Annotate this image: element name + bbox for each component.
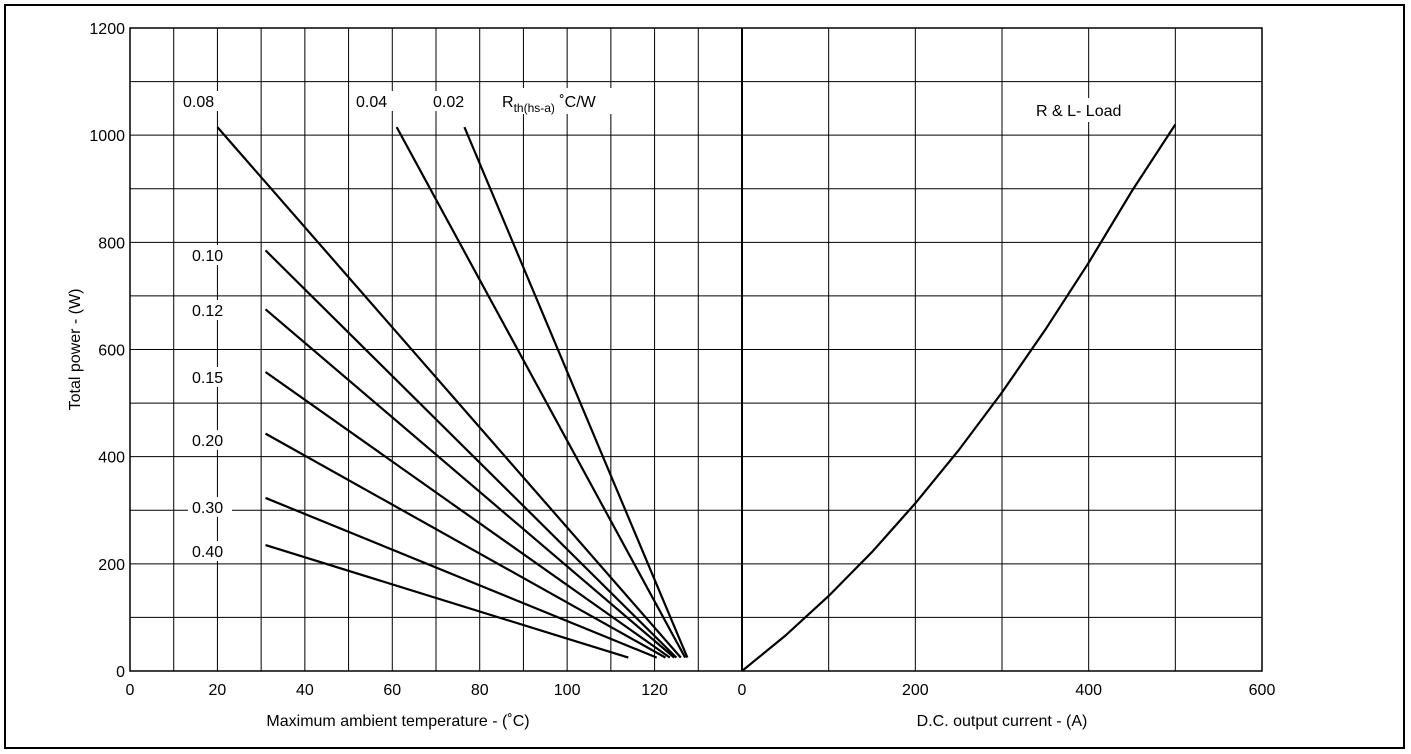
series-label-rth-0_12: 0.12 bbox=[192, 303, 223, 320]
x-tick-label-current: 0 bbox=[738, 682, 747, 699]
series-line-rth-0_08 bbox=[216, 126, 682, 659]
series-label-bg bbox=[352, 91, 396, 111]
series-label-bg bbox=[188, 300, 232, 320]
x-tick-label-temperature: 60 bbox=[383, 682, 401, 699]
series-line-rth-0_15 bbox=[264, 371, 671, 659]
x-tick-label-temperature: 80 bbox=[471, 682, 489, 699]
x-axis-label-temperature: Maximum ambient temperature - (˚C) bbox=[266, 713, 529, 730]
series-label-bg bbox=[188, 430, 232, 450]
y-tick-label: 0 bbox=[116, 664, 125, 681]
x-tick-label-temperature: 100 bbox=[554, 682, 581, 699]
series-label-rl-load: R & L- Load bbox=[1036, 103, 1121, 120]
series-line-rth-0_20 bbox=[264, 432, 667, 659]
series-label-bg bbox=[179, 91, 223, 111]
series-label-bg bbox=[429, 91, 473, 111]
legend-title-rth: Rth(hs-a) ˚C/W bbox=[502, 94, 597, 115]
x-tick-label-current: 600 bbox=[1249, 682, 1276, 699]
chart-frame bbox=[4, 4, 1405, 749]
series-label-rth-0_08: 0.08 bbox=[183, 94, 214, 111]
series-label-rth-0_10: 0.10 bbox=[192, 248, 223, 265]
y-tick-label: 400 bbox=[98, 450, 125, 467]
series-line-rth-0_04 bbox=[395, 126, 687, 659]
x-tick-label-current: 400 bbox=[1075, 682, 1102, 699]
legend-title-bg bbox=[496, 88, 636, 114]
series-line-rth-0_30 bbox=[265, 496, 658, 659]
series-label-rth-0_20: 0.20 bbox=[192, 433, 223, 450]
y-axis-label: Total power - (W) bbox=[67, 289, 84, 411]
y-tick-label: 800 bbox=[98, 235, 125, 252]
series-label-bg bbox=[1030, 98, 1158, 122]
y-tick-label: 1000 bbox=[89, 128, 125, 145]
y-tick-label: 200 bbox=[98, 557, 125, 574]
series-label-bg bbox=[188, 497, 232, 517]
series-line-rth-0_02 bbox=[463, 126, 689, 659]
x-tick-label-temperature: 0 bbox=[126, 682, 135, 699]
x-tick-label-temperature: 40 bbox=[296, 682, 314, 699]
series-label-bg bbox=[188, 245, 232, 265]
y-tick-label: 600 bbox=[98, 343, 125, 360]
x-tick-label-temperature: 20 bbox=[209, 682, 227, 699]
series-label-bg bbox=[188, 367, 232, 387]
y-tick-label: 1200 bbox=[89, 21, 125, 38]
x-axis-label-current: D.C. output current - (A) bbox=[917, 713, 1088, 730]
series-label-bg bbox=[188, 541, 232, 561]
series-line-rth-0_12 bbox=[264, 308, 675, 659]
series-line-rth-0_10 bbox=[264, 249, 678, 659]
series-label-rth-0_40: 0.40 bbox=[192, 544, 223, 561]
series-label-rth-0_02: 0.02 bbox=[433, 94, 464, 111]
series-label-rth-0_04: 0.04 bbox=[356, 94, 387, 111]
series-label-rth-0_30: 0.30 bbox=[192, 500, 223, 517]
series-label-rth-0_15: 0.15 bbox=[192, 370, 223, 387]
series-line-rl-load bbox=[741, 123, 1177, 672]
x-tick-label-temperature: 120 bbox=[641, 682, 668, 699]
series-line-rth-0_40 bbox=[265, 544, 629, 659]
x-tick-label-current: 200 bbox=[902, 682, 929, 699]
